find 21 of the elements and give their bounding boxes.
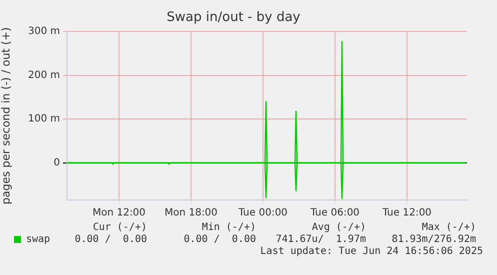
text: Avg (-/+)	[312, 222, 366, 234]
text: Min (-/+)	[202, 222, 256, 234]
x-tick-label: Tue 06:00	[309, 208, 360, 219]
text: 741.67u/ 1.97m	[276, 234, 366, 246]
text: Last update: Tue Jun 24 16:56:06 2025	[260, 246, 483, 258]
text: 81.93m/276.92m	[392, 234, 476, 246]
y-tick-label: 100 m	[28, 114, 60, 125]
x-tick-label: Tue 12:00	[381, 208, 432, 219]
x-tick-label: Tue 00:00	[237, 208, 288, 219]
y-axis-title: pages per second in (-) / out (+)	[0, 27, 12, 204]
text: Max (-/+)	[422, 222, 476, 234]
text: 0.00 / 0.00	[74, 234, 147, 246]
chart-title: Swap in/out - by day	[166, 10, 301, 26]
x-tick-label: Mon 18:00	[164, 208, 218, 219]
legend-label: swap	[26, 234, 50, 246]
x-tick-label: Mon 12:00	[92, 208, 146, 219]
text: Cur (-/+)	[92, 222, 147, 234]
y-tick-label: 200 m	[28, 70, 60, 81]
y-tick-label: 300 m	[28, 26, 60, 38]
text: 0.00 / 0.00	[184, 234, 256, 246]
y-tick-label: 0	[54, 157, 60, 168]
